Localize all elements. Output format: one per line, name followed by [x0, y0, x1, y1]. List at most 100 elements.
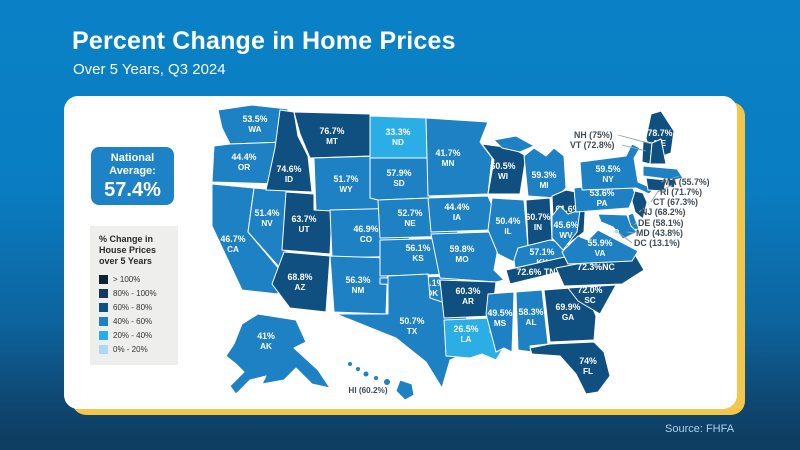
page-title: Percent Change in Home Prices: [72, 27, 456, 55]
state-value-mt: 76.7%: [320, 126, 345, 136]
state-value-ga: 69.9%: [556, 302, 581, 312]
state-shape-dc: [613, 229, 619, 235]
legend-item: 60% - 80%: [99, 301, 171, 314]
state-label-hi: HI (60.2%): [348, 386, 387, 395]
state-value-nd: 33.3%: [386, 127, 411, 137]
legend-rows: > 100% 80% - 100% 60% - 80% 40% - 60% 20…: [99, 273, 171, 356]
callout-line-ma: [660, 175, 680, 183]
state-value-wv: 45.6%: [554, 220, 579, 230]
state-mi: 59.3% MI: [493, 135, 567, 199]
state-value-ny: 59.5%: [596, 164, 621, 174]
state-value-wy: 51.7%: [334, 174, 359, 184]
legend-title-line: % Change in: [99, 234, 154, 244]
state-label-dc: DC (13.1%): [634, 238, 680, 248]
state-label-ri: RI (71.7%): [660, 187, 702, 197]
state-abbr-ga: GA: [562, 313, 574, 322]
state-label-ct: CT (67.3%): [653, 197, 698, 207]
legend-swatch: [99, 289, 108, 298]
state-abbr-ne: NE: [404, 219, 416, 228]
state-abbr-nv: NV: [261, 219, 273, 228]
state-value-ar: 60.3%: [456, 286, 481, 296]
legend-swatch: [99, 303, 108, 312]
state-value-me: 78.7%: [648, 128, 673, 138]
legend-item-label: 20% - 40%: [113, 331, 153, 340]
state-shape-ct: [645, 177, 667, 192]
state-sd: 57.9% SD: [369, 157, 431, 201]
national-average-value: 57.4%: [104, 178, 161, 201]
state-label-nh: NH (75%): [574, 130, 613, 140]
state-value-id: 74.6%: [277, 164, 302, 174]
state-shape-az: [271, 251, 331, 313]
state-value-co: 46.9%: [354, 224, 379, 234]
state-label-nc: 72.3%NC: [577, 262, 615, 272]
state-or: 44.4% OR: [211, 141, 287, 185]
state-shape-ma: [642, 165, 684, 181]
state-shape-ny: [579, 143, 655, 195]
callout-line-dc: [618, 232, 633, 244]
state-shape-ak: [225, 313, 331, 395]
state-sc: 72.0% SC: [567, 284, 617, 315]
state-value-il: 50.4%: [496, 216, 521, 226]
state-shape-nm: [329, 255, 389, 315]
state-label-vt: VT (72.8%): [570, 140, 615, 150]
state-label-de: DE (58.1%): [638, 218, 684, 228]
state-value-mo: 59.8%: [450, 244, 475, 254]
state-value-ky: 57.1%: [530, 247, 555, 257]
state-value-ia: 44.4%: [445, 202, 470, 212]
state-abbr-ms: MS: [494, 319, 507, 328]
hawaii-island: [363, 371, 369, 377]
hawaii-island: [348, 362, 352, 366]
state-value-sd: 57.9%: [387, 168, 412, 178]
state-value-mi: 59.3%: [532, 170, 557, 180]
state-wa: 53.5% WA: [217, 104, 289, 145]
state-fl: 74% FL: [529, 341, 611, 395]
state-value-pa: 53.6%: [590, 188, 615, 198]
hawaii-island: [374, 376, 378, 380]
legend-title-line: House Prices: [99, 245, 157, 255]
state-abbr-ca: CA: [227, 245, 239, 254]
state-abbr-mt: MT: [326, 137, 338, 146]
map-legend: % Change in House Prices over 5 Years > …: [90, 226, 178, 365]
legend-item-label: > 100%: [113, 275, 141, 284]
state-ar: 60.3% AR: [439, 279, 497, 319]
source-attribution: Source: FHFA: [665, 423, 735, 435]
state-abbr-pa: PA: [597, 199, 608, 208]
state-wv: 45.6% WV: [551, 205, 581, 251]
state-value-az: 68.8%: [288, 272, 313, 282]
state-abbr-ak: AK: [260, 342, 272, 351]
state-value-sc: 72.0%: [578, 285, 603, 295]
state-abbr-nm: NM: [352, 286, 365, 295]
hawaii-big-island: [395, 379, 415, 401]
state-abbr-tx: TX: [407, 327, 418, 336]
state-abbr-in: IN: [534, 223, 542, 232]
hawaii-island: [384, 379, 390, 385]
state-ny: 59.5% NY: [579, 143, 655, 195]
state-abbr-mi: MI: [539, 181, 548, 190]
legend-item: 40% - 60%: [99, 315, 171, 328]
national-average-callout: National Average: 57.4%: [91, 147, 174, 205]
state-abbr-nd: ND: [392, 138, 404, 147]
state-abbr-or: OR: [238, 163, 250, 172]
state-value-ut: 63.7%: [292, 214, 317, 224]
legend-item-label: 0% - 20%: [113, 345, 148, 354]
state-abbr-mo: MO: [455, 255, 469, 264]
legend-item: 0% - 20%: [99, 343, 171, 356]
state-shape-sc: [567, 284, 617, 315]
state-value-nv: 51.4%: [255, 208, 280, 218]
legend-item: 80% - 100%: [99, 287, 171, 300]
callout-line-ct: [650, 189, 660, 203]
state-al: 58.3% AL: [515, 289, 549, 353]
state-shape-md: [597, 213, 638, 240]
state-mn: 41.7% MN: [425, 117, 493, 197]
callout-line-nj: [638, 207, 645, 213]
state-value-wa: 53.5%: [243, 114, 268, 124]
state-shape-nd: [369, 115, 429, 159]
state-abbr-id: ID: [285, 175, 293, 184]
callout-line-ri: [657, 184, 673, 193]
state-shape-al: [515, 289, 549, 353]
legend-item: > 100%: [99, 273, 171, 286]
state-abbr-wy: WY: [339, 185, 353, 194]
state-value-wi: 60.5%: [491, 161, 516, 171]
legend-item-label: 60% - 80%: [113, 303, 153, 312]
